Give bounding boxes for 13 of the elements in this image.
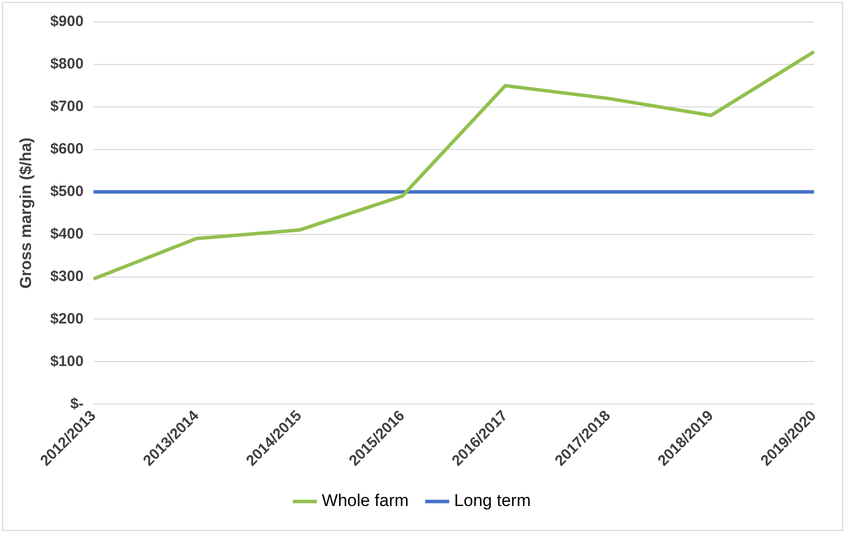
- y-tick-label: $900: [50, 13, 84, 30]
- y-axis-title: Gross margin ($/ha): [18, 137, 36, 289]
- y-tick-label: $500: [50, 182, 84, 200]
- y-tick-label: $800: [50, 56, 84, 73]
- legend-label: Whole farm: [322, 491, 409, 510]
- y-tick-label: $100: [50, 352, 84, 370]
- y-tick-label: $600: [50, 140, 84, 158]
- y-tick-label: $200: [50, 310, 84, 328]
- legend-label: Long term: [454, 491, 531, 510]
- y-tick-label: $300: [50, 268, 84, 285]
- y-tick-label: $400: [50, 225, 84, 242]
- y-tick-label: $700: [50, 98, 84, 116]
- y-tick-label: $-: [70, 395, 84, 412]
